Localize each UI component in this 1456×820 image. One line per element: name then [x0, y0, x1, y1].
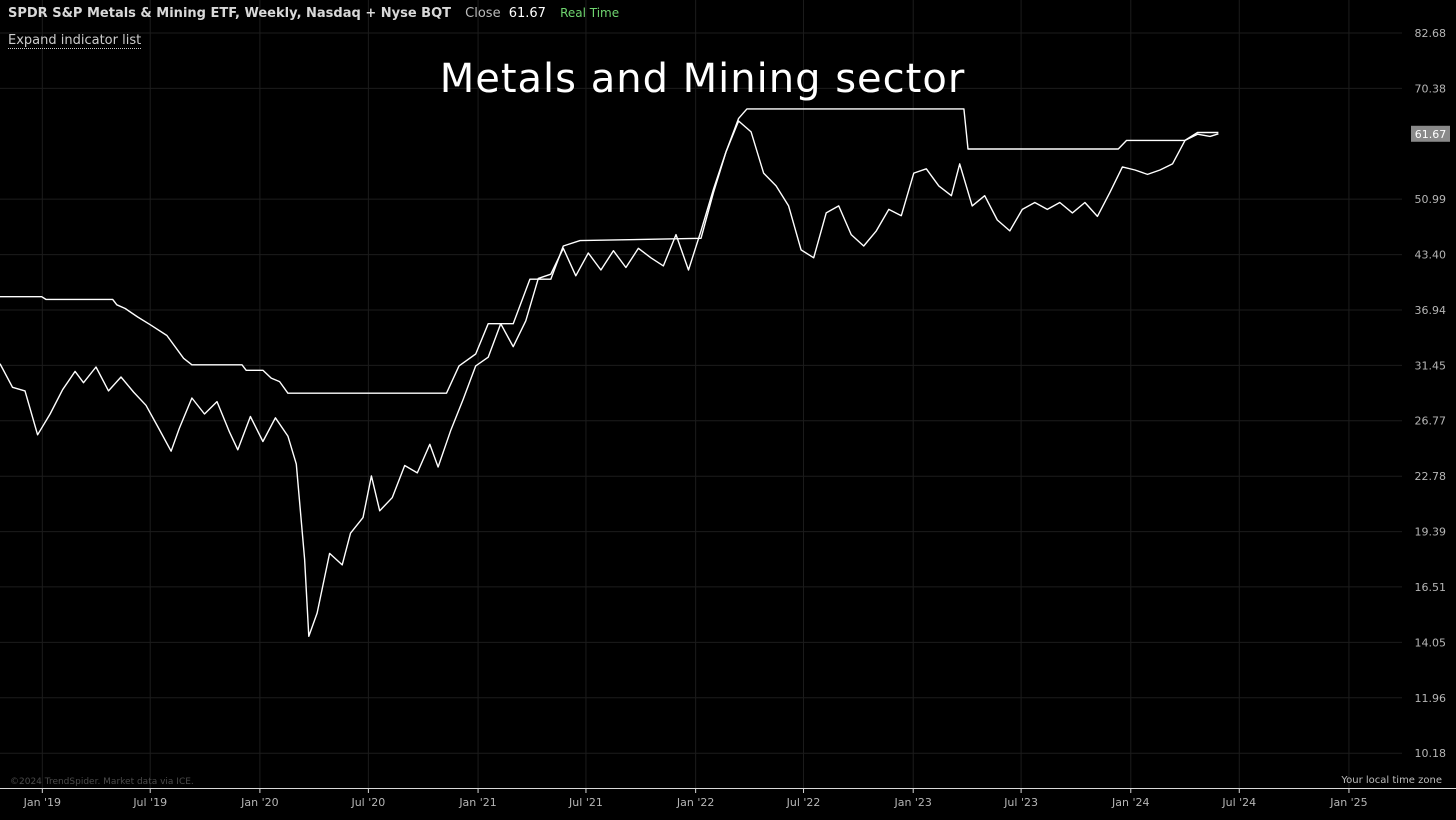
y-tick-label: 26.77	[1415, 415, 1447, 428]
series-line-close	[0, 120, 1219, 637]
y-tick-label: 31.45	[1415, 359, 1447, 372]
close-label: Close	[465, 6, 501, 21]
y-tick-label: 14.05	[1415, 636, 1447, 649]
y-tick-label: 11.96	[1415, 692, 1447, 705]
chart-title: Metals and Mining sector	[439, 56, 966, 102]
x-tick-label: Jan '23	[893, 796, 931, 809]
last-price-badge-box	[1411, 125, 1450, 142]
data-credit: ©2024 TrendSpider. Market data via ICE.	[10, 777, 194, 787]
y-tick-label: 50.99	[1415, 193, 1447, 206]
instrument-name: SPDR S&P Metals & Mining ETF, Weekly, Na…	[8, 6, 452, 21]
chart-header: SPDR S&P Metals & Mining ETF, Weekly, Na…	[8, 6, 619, 21]
y-tick-label: 10.18	[1415, 747, 1447, 760]
y-tick-label: 22.78	[1415, 470, 1447, 483]
x-tick-label: Jul '21	[568, 796, 603, 809]
expand-indicator-list-link[interactable]: Expand indicator list	[8, 33, 142, 49]
y-tick-label: 70.38	[1415, 82, 1447, 95]
y-tick-label: 43.40	[1415, 249, 1447, 262]
x-tick-label: Jan '19	[23, 796, 61, 809]
chart-series	[0, 108, 1219, 637]
realtime-indicator: Real Time	[560, 6, 620, 20]
x-tick-label: Jul '24	[1221, 796, 1256, 809]
x-axis: Jan '19 Jul '19 Jan '20 Jul '20 Jan '21 Jul '…	[0, 788, 1456, 820]
y-tick-label: 19.39	[1415, 526, 1447, 539]
y-tick-label: 36.94	[1415, 304, 1447, 317]
close-value: 61.67	[508, 6, 546, 21]
series-line-upper-trailing-high	[0, 108, 1219, 394]
timezone-label[interactable]: Your local time zone	[1341, 775, 1442, 786]
y-axis: 82.68 70.38 50.99 43.40 36.94 31.45 26.77 22.78…	[1415, 27, 1447, 760]
x-tick-label: Jan '22	[676, 796, 714, 809]
x-tick-label: Jan '25	[1329, 796, 1367, 809]
chart-grid	[0, 0, 1402, 788]
x-tick-label: Jul '22	[786, 796, 821, 809]
last-price-badge: 61.67	[1411, 125, 1450, 142]
x-tick-label: Jan '24	[1111, 796, 1149, 809]
x-axis-band	[0, 788, 1456, 820]
x-tick-label: Jul '20	[350, 796, 385, 809]
y-tick-label: 16.51	[1415, 581, 1447, 594]
x-tick-label: Jan '20	[240, 796, 278, 809]
y-tick-label: 82.68	[1415, 27, 1447, 40]
x-tick-label: Jan '21	[458, 796, 496, 809]
x-tick-label: Jul '19	[132, 796, 167, 809]
x-tick-label: Jul '23	[1003, 796, 1038, 809]
last-price-label: 61.67	[1415, 128, 1447, 141]
